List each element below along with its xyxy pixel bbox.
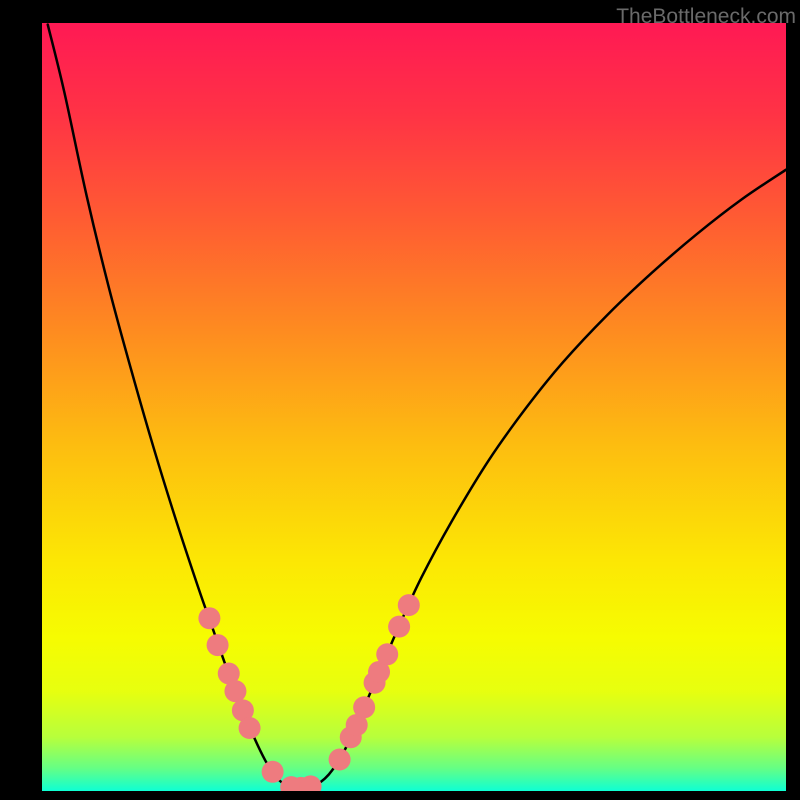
data-marker [198, 607, 220, 629]
data-marker [329, 749, 351, 771]
data-marker [376, 643, 398, 665]
gradient-background [42, 23, 786, 791]
data-marker [239, 717, 261, 739]
watermark-text: TheBottleneck.com [616, 5, 796, 29]
data-marker [224, 680, 246, 702]
data-marker [353, 696, 375, 718]
chart-svg [42, 23, 786, 791]
data-marker [398, 594, 420, 616]
chart-container [42, 23, 786, 791]
data-marker [207, 634, 229, 656]
data-marker [262, 761, 284, 783]
data-marker [388, 616, 410, 638]
